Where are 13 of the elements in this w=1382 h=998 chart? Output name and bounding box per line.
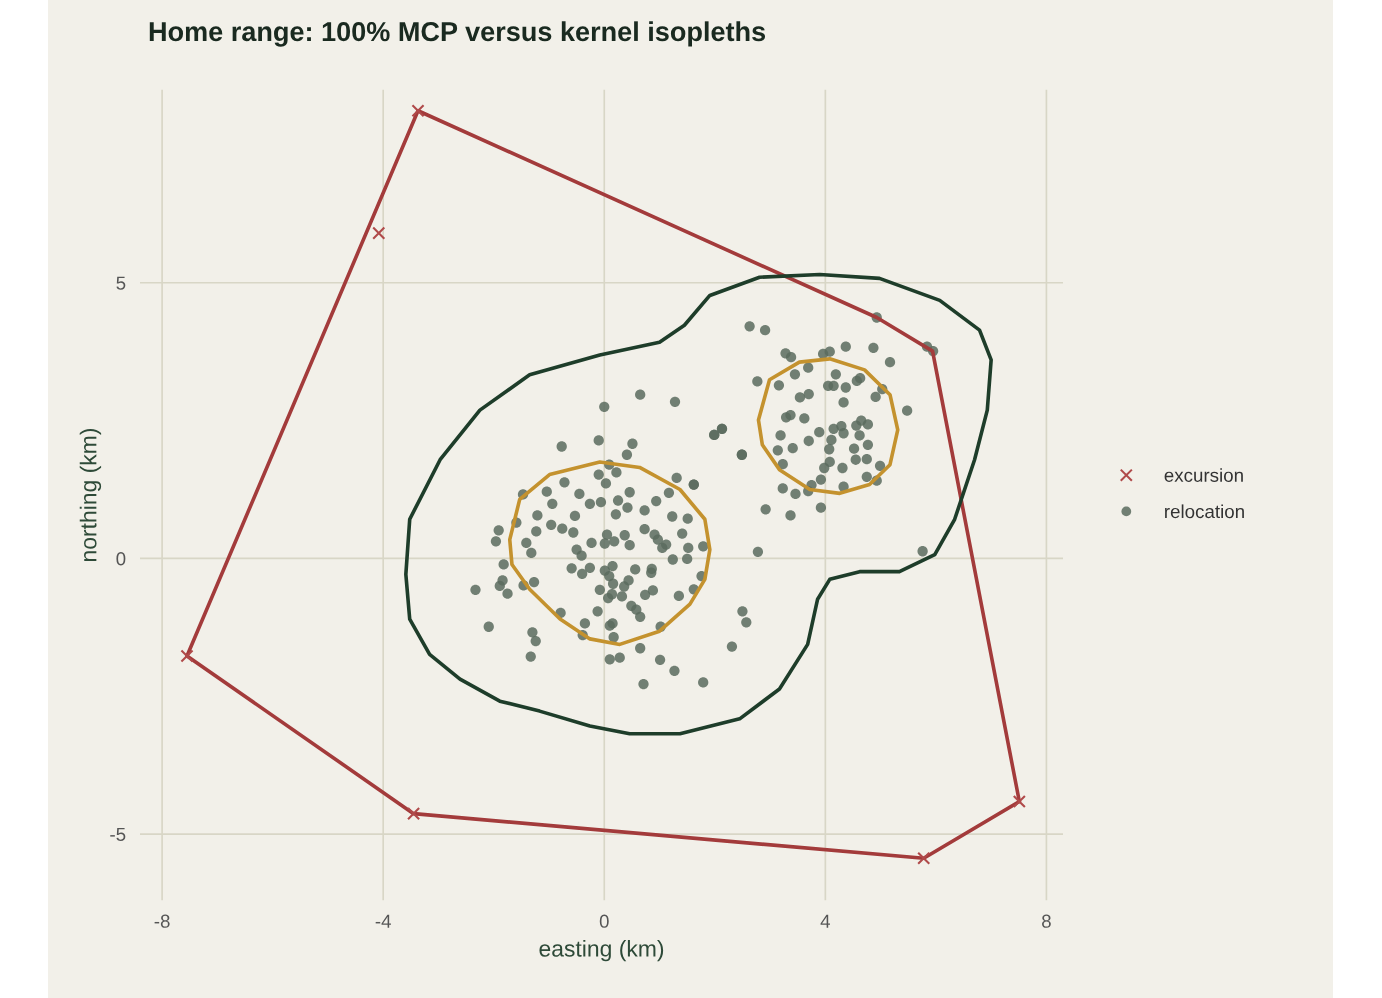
y-tick-label: 0 [116, 552, 126, 566]
x-axis-title: easting (km) [539, 939, 664, 962]
x-tick-label: -4 [375, 914, 391, 928]
y-tick-label: -5 [110, 827, 126, 842]
x-tick-label: 4 [820, 914, 831, 928]
x-tick-label: -8 [154, 914, 170, 928]
y-tick-label: 5 [116, 276, 126, 290]
y-axis-title: northing (km) [79, 428, 102, 561]
x-tick-label: 8 [1042, 914, 1051, 928]
legend-label: relocation [1165, 504, 1244, 519]
legend-label: excursion [1164, 468, 1243, 482]
x-tick-label: 0 [599, 914, 609, 928]
chart-title: Home range: 100% MCP versus kernel isopleths [149, 21, 766, 47]
